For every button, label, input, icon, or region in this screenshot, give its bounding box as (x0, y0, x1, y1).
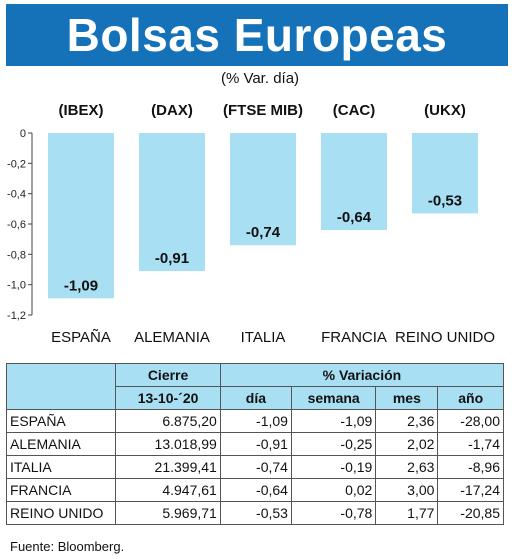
header-date: 13-10-´20 (115, 386, 221, 410)
bar (230, 133, 296, 246)
data-label: -0,74 (246, 224, 281, 241)
cell-cierre: 4.947,61 (115, 478, 221, 502)
bar (48, 133, 114, 299)
cell-cierre: 21.399,41 (115, 455, 221, 479)
y-tick-label: -0,4 (7, 189, 26, 201)
cell-dia: -0,74 (219, 455, 292, 479)
cell-semana: 0,02 (290, 478, 377, 502)
cell-semana: -1,09 (290, 409, 377, 433)
cell-mes: 2,02 (375, 432, 439, 456)
cell-cierre: 5.969,71 (115, 501, 221, 525)
cell-ano: -1,74 (437, 432, 504, 456)
page-title: Bolsas Europeas (66, 9, 448, 61)
bar (139, 133, 205, 272)
category-label: (UKX) (424, 102, 466, 119)
cell-mes: 3,00 (375, 478, 439, 502)
y-tick-label: -0,6 (7, 219, 26, 231)
y-tick-label: -1,0 (7, 280, 26, 292)
cell-semana: -0,19 (290, 455, 377, 479)
bar-chart: 0 -0,2 -0,4 -0,6 -0,8 -1,0 -1,2 -1,09 (IBEX) ESPA… (7, 102, 495, 346)
country-label: FRANCIA (321, 329, 387, 346)
country-label: ALEMANIA (134, 329, 210, 346)
category-label: (FTSE MIB) (223, 102, 303, 119)
source-note: Fuente: Bloomberg. (10, 539, 125, 554)
y-tick-label: -0,2 (7, 158, 26, 170)
bar (321, 133, 387, 231)
cell-ano: -17,24 (437, 478, 504, 502)
markets-table: Cierre % Variación 13-10-´20 día semana … (5, 363, 505, 525)
header-semana: semana (290, 386, 377, 410)
table-header-row-1: Cierre % Variación (5, 363, 505, 410)
country-label: REINO UNIDO (395, 329, 495, 346)
cell-dia: -0,64 (219, 478, 292, 502)
header-dia: día (219, 386, 292, 410)
cell-dia: -0,91 (219, 432, 292, 456)
y-tick-label: -0,8 (7, 249, 26, 261)
category-label: (CAC) (333, 102, 376, 119)
cell-dia: -0,53 (219, 501, 292, 525)
country-label: ITALIA (241, 329, 286, 346)
cell-name: ALEMANIA (5, 432, 117, 456)
country-label: ESPAÑA (51, 329, 111, 346)
cell-mes: 2,36 (375, 409, 439, 433)
table-row: ALEMANIA 13.018,99 -0,91 -0,25 2,02 -1,74 (5, 432, 504, 456)
cell-name: REINO UNIDO (5, 501, 117, 525)
data-label: -0,64 (337, 209, 372, 226)
header-mes: mes (375, 386, 439, 410)
header-cierre: Cierre (115, 363, 221, 387)
data-label: -1,09 (64, 277, 98, 294)
table-row: ESPAÑA 6.875,20 -1,09 -1,09 2,36 -28,00 (5, 409, 504, 433)
cell-ano: -20,85 (437, 501, 504, 525)
cell-mes: 2,63 (375, 455, 439, 479)
cell-semana: -0,78 (290, 501, 377, 525)
header-blank (5, 363, 117, 410)
cell-name: ITALIA (5, 455, 117, 479)
y-tick-label: 0 (20, 128, 26, 140)
cell-ano: -8,96 (437, 455, 504, 479)
header-ano: año (437, 386, 504, 410)
header-variacion: % Variación (219, 363, 505, 387)
cell-name: FRANCIA (5, 478, 117, 502)
data-label: -0,91 (155, 250, 189, 267)
cell-mes: 1,77 (375, 501, 439, 525)
title-banner: Bolsas Europeas (6, 4, 508, 66)
cell-semana: -0,25 (290, 432, 377, 456)
chart-subtitle: (% Var. día) (220, 70, 300, 87)
table-row: REINO UNIDO 5.969,71 -0,53 -0,78 1,77 -20,85 (5, 501, 504, 525)
cell-cierre: 6.875,20 (115, 409, 221, 433)
category-label: (IBEX) (59, 102, 104, 119)
cell-ano: -28,00 (437, 409, 504, 433)
cell-dia: -1,09 (219, 409, 292, 433)
table-row: FRANCIA 4.947,61 -0,64 0,02 3,00 -17,24 (5, 478, 504, 502)
category-label: (DAX) (151, 102, 193, 119)
table-row: ITALIA 21.399,41 -0,74 -0,19 2,63 -8,96 (5, 455, 504, 479)
bar (412, 133, 478, 214)
y-tick-label: -1,2 (7, 310, 26, 322)
cell-name: ESPAÑA (5, 409, 117, 433)
data-label: -0,53 (428, 192, 462, 209)
cell-cierre: 13.018,99 (115, 432, 221, 456)
